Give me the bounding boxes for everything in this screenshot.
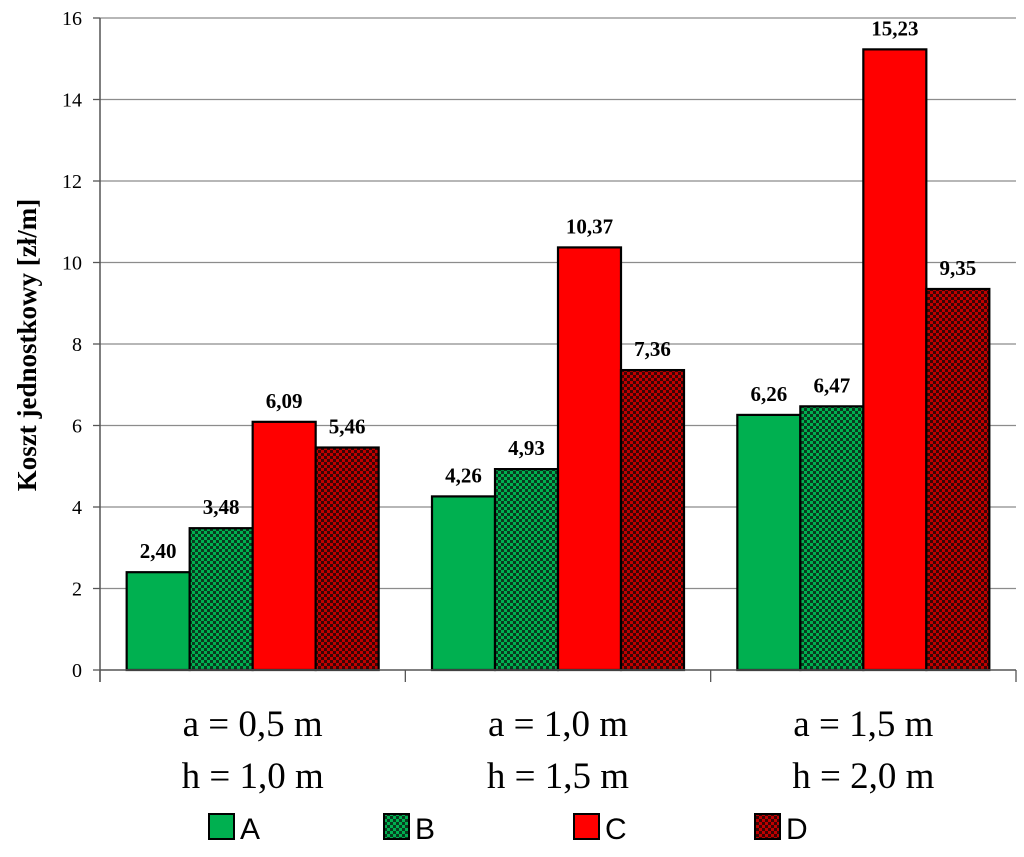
category-label: a = 1,0 m xyxy=(488,704,628,745)
data-label: 15,23 xyxy=(871,16,918,40)
bar-c xyxy=(251,420,317,672)
y-axis-title: Koszt jednostkowy [zł/m] xyxy=(12,199,42,491)
y-tick-labels: 0 2 4 6 8 10 12 14 16 xyxy=(62,8,82,682)
legend-label-a: A xyxy=(240,813,260,846)
y-tick-label: 10 xyxy=(62,253,82,275)
legend-swatch-d xyxy=(754,813,781,840)
data-label: 2,40 xyxy=(140,539,177,563)
bar-b xyxy=(493,468,560,672)
legend-label-d: D xyxy=(786,813,808,846)
data-label: 5,46 xyxy=(329,415,366,439)
legend: A B C D xyxy=(208,813,808,846)
category-labels: a = 0,5 m h = 1,0 m a = 1,0 m h = 1,5 m a = … xyxy=(182,704,935,797)
y-tick-label: 6 xyxy=(72,416,82,438)
bar-b xyxy=(799,405,865,672)
legend-label-b: B xyxy=(415,813,435,846)
data-label: 6,26 xyxy=(750,382,787,406)
legend-swatch-c xyxy=(573,813,600,840)
data-label: 3,48 xyxy=(203,495,240,519)
bar-d xyxy=(314,446,380,672)
bar-d xyxy=(925,287,991,672)
data-label: 6,09 xyxy=(266,389,303,413)
data-label: 4,26 xyxy=(445,463,482,487)
y-tick-label: 14 xyxy=(62,90,82,112)
bar-a xyxy=(430,495,497,672)
legend-swatch-b xyxy=(383,813,410,840)
bar-b xyxy=(188,527,254,672)
y-tick-label: 4 xyxy=(72,497,82,519)
category-label: a = 1,5 m xyxy=(793,704,933,745)
data-labels: 2,40 3,48 6,09 5,46 4,26 4,93 10,37 7,36 6,26 6,4… xyxy=(140,16,976,563)
bar-a xyxy=(125,571,191,672)
data-label: 6,47 xyxy=(813,373,850,397)
bar-d xyxy=(619,368,686,672)
data-label: 10,37 xyxy=(566,214,613,238)
legend-label-c: C xyxy=(605,813,627,846)
y-tick-label: 12 xyxy=(62,171,82,193)
bar-a xyxy=(736,413,802,672)
axes xyxy=(93,17,1017,682)
bar-c xyxy=(556,246,623,672)
y-tick-label: 16 xyxy=(62,8,82,30)
category-label: a = 0,5 m xyxy=(183,704,323,745)
category-label: h = 1,0 m xyxy=(182,756,324,797)
y-tick-label: 8 xyxy=(72,334,82,356)
data-label: 7,36 xyxy=(634,337,671,361)
legend-swatch-a xyxy=(208,813,235,840)
category-label: h = 2,0 m xyxy=(792,756,934,797)
bar-c xyxy=(862,48,928,672)
data-label: 9,35 xyxy=(939,256,976,280)
y-tick-label: 0 xyxy=(72,660,82,682)
y-tick-label: 2 xyxy=(72,579,82,601)
data-label: 4,93 xyxy=(508,436,545,460)
bars xyxy=(125,48,991,672)
category-label: h = 1,5 m xyxy=(487,756,629,797)
